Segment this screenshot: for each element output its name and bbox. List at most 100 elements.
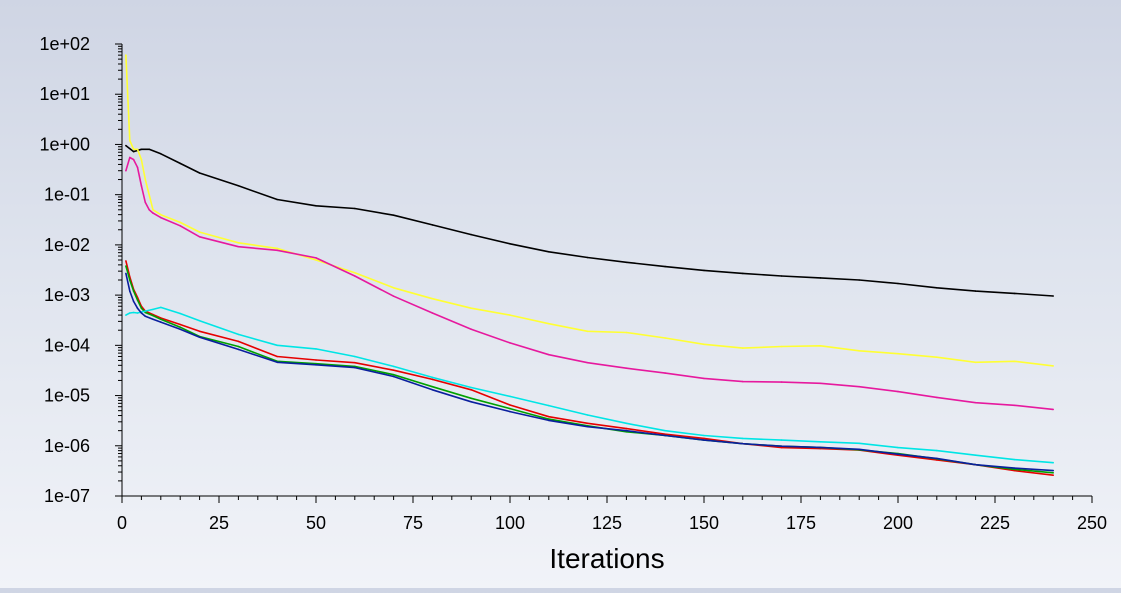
data-point bbox=[179, 225, 181, 227]
data-point bbox=[858, 448, 860, 451]
data-point bbox=[897, 282, 899, 285]
series-4 bbox=[125, 265, 1054, 474]
data-point bbox=[129, 312, 131, 314]
data-point bbox=[780, 446, 783, 449]
data-point bbox=[132, 311, 135, 314]
data-point bbox=[548, 251, 550, 253]
data-point bbox=[974, 463, 977, 466]
plot-area bbox=[125, 54, 1054, 477]
data-point bbox=[276, 249, 279, 252]
data-point bbox=[392, 365, 395, 368]
data-point bbox=[354, 271, 356, 274]
data-point bbox=[160, 153, 162, 155]
data-point bbox=[276, 247, 279, 250]
data-point bbox=[237, 185, 240, 187]
data-point bbox=[160, 216, 162, 219]
axes: 1e+02 1e+01 1e+00 1e-01 1e-02 1e-03 1e-04 1e-05… bbox=[39, 34, 1107, 533]
data-point bbox=[897, 453, 899, 456]
data-point bbox=[742, 437, 744, 440]
y-tick-label: 1e+02 bbox=[39, 34, 90, 54]
series-0 bbox=[125, 144, 1054, 297]
x-tick-label: 250 bbox=[1077, 513, 1107, 533]
data-point bbox=[1052, 408, 1054, 411]
data-point bbox=[936, 449, 938, 452]
data-point bbox=[140, 312, 143, 314]
data-point bbox=[586, 425, 589, 428]
data-point bbox=[509, 410, 511, 413]
data-point bbox=[315, 348, 317, 350]
data-point bbox=[703, 269, 705, 272]
data-point bbox=[132, 158, 135, 161]
data-point bbox=[470, 389, 473, 391]
data-point bbox=[160, 306, 162, 309]
series-2 bbox=[125, 156, 1054, 411]
data-point bbox=[586, 361, 589, 364]
series-line bbox=[125, 55, 1054, 367]
data-point bbox=[392, 287, 395, 289]
data-point bbox=[237, 245, 240, 248]
data-point bbox=[431, 389, 434, 391]
data-point bbox=[198, 319, 201, 322]
data-point bbox=[198, 336, 201, 339]
data-point bbox=[431, 224, 434, 226]
series-line bbox=[125, 260, 1054, 476]
data-point bbox=[431, 376, 434, 379]
data-point bbox=[152, 308, 154, 311]
data-point bbox=[198, 231, 201, 233]
data-point bbox=[179, 323, 181, 326]
data-point bbox=[664, 434, 666, 437]
y-tick-label: 1e+01 bbox=[39, 84, 90, 104]
data-point bbox=[509, 395, 511, 398]
data-point bbox=[144, 310, 147, 312]
data-point bbox=[936, 356, 938, 359]
data-point bbox=[148, 209, 150, 211]
data-point bbox=[392, 375, 395, 378]
data-point bbox=[974, 290, 977, 292]
data-point bbox=[315, 259, 317, 261]
data-point bbox=[354, 366, 356, 369]
data-point bbox=[625, 331, 628, 334]
data-point bbox=[129, 156, 131, 159]
data-point bbox=[936, 396, 938, 399]
data-point bbox=[132, 150, 135, 153]
data-point bbox=[819, 345, 822, 347]
data-point bbox=[625, 367, 628, 370]
x-axis-label: Iterations bbox=[549, 543, 664, 574]
data-point bbox=[664, 433, 666, 436]
data-point bbox=[136, 166, 139, 169]
data-point bbox=[1013, 404, 1016, 407]
data-point bbox=[625, 427, 628, 430]
data-point bbox=[152, 314, 154, 317]
data-point bbox=[152, 209, 154, 211]
x-tick-label: 225 bbox=[980, 513, 1010, 533]
y-tick-label: 1e-02 bbox=[44, 235, 90, 255]
data-point bbox=[315, 257, 317, 259]
data-point bbox=[237, 348, 240, 351]
x-tick-label: 0 bbox=[117, 513, 127, 533]
x-tick-label: 75 bbox=[403, 513, 423, 533]
data-point bbox=[136, 148, 139, 151]
data-point bbox=[179, 328, 181, 331]
data-point bbox=[664, 429, 666, 432]
data-point bbox=[858, 279, 860, 281]
data-point bbox=[897, 390, 899, 393]
data-point bbox=[140, 307, 143, 310]
data-point bbox=[140, 185, 143, 187]
data-point bbox=[703, 437, 705, 440]
data-point bbox=[144, 311, 147, 314]
data-point bbox=[354, 355, 356, 358]
data-point bbox=[237, 242, 240, 244]
y-tick-label: 1e-04 bbox=[44, 335, 90, 355]
data-point bbox=[974, 454, 977, 457]
series-5 bbox=[125, 306, 1054, 464]
data-point bbox=[470, 307, 473, 310]
series-line bbox=[125, 306, 1054, 464]
data-point bbox=[152, 212, 154, 214]
data-point bbox=[509, 243, 511, 245]
data-point bbox=[509, 407, 511, 410]
data-point bbox=[276, 198, 279, 201]
data-point bbox=[136, 312, 139, 314]
data-point bbox=[780, 439, 783, 441]
data-point bbox=[1013, 292, 1016, 295]
data-point bbox=[237, 345, 240, 348]
